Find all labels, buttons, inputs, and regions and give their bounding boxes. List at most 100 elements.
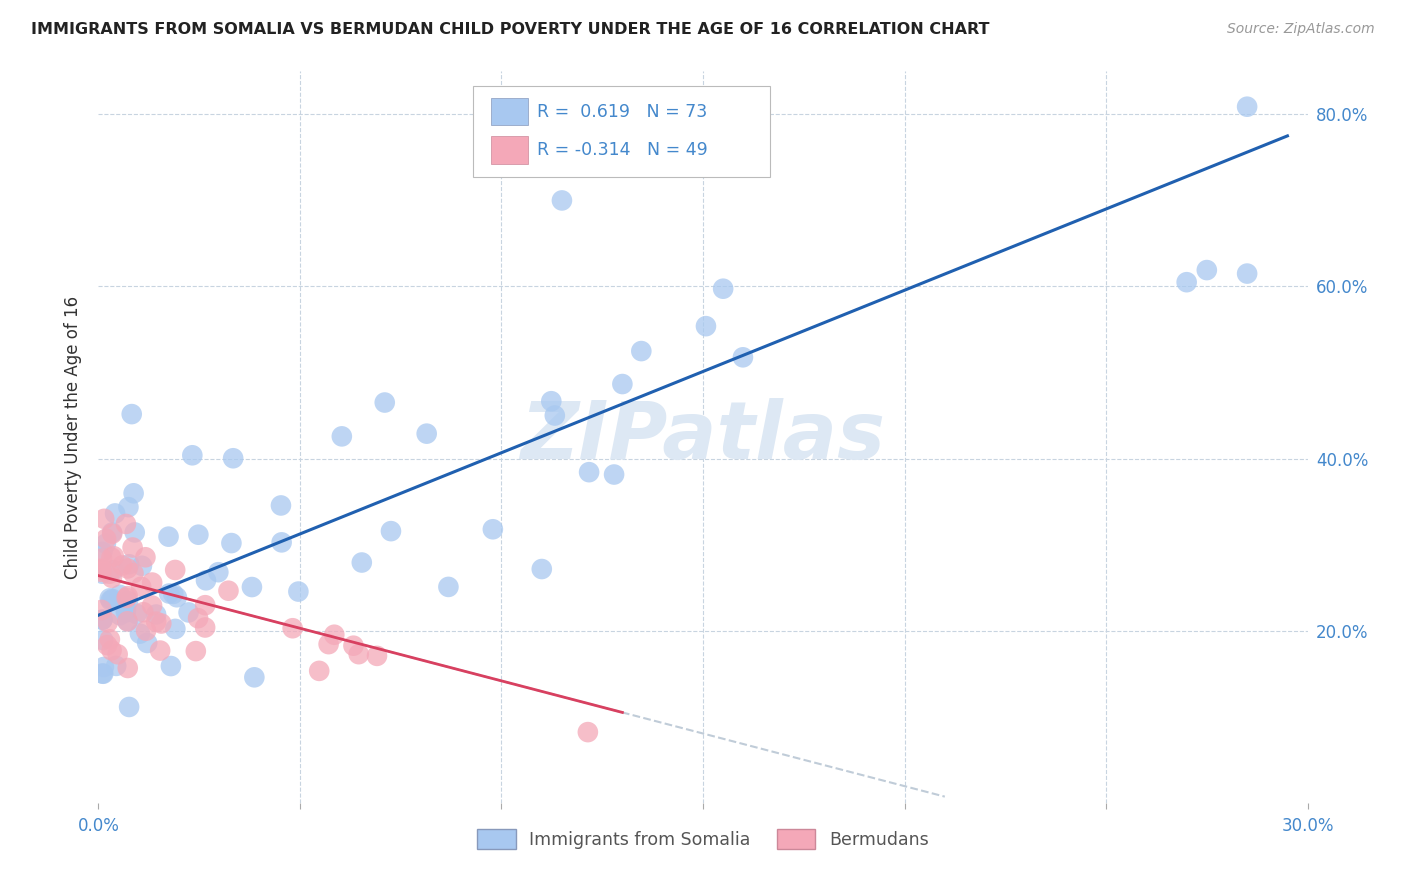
Point bbox=[194, 598, 217, 612]
Point bbox=[157, 586, 180, 600]
Point bbox=[105, 659, 128, 673]
Point bbox=[103, 549, 125, 564]
Point bbox=[1236, 100, 1258, 114]
Point bbox=[115, 603, 138, 617]
Point bbox=[187, 611, 209, 625]
Point bbox=[91, 613, 114, 627]
Point bbox=[695, 319, 717, 334]
Point bbox=[108, 608, 131, 623]
Point bbox=[132, 605, 155, 619]
Point bbox=[380, 524, 402, 538]
Point bbox=[150, 616, 173, 631]
Point bbox=[134, 550, 156, 565]
Text: R =  0.619   N = 73: R = 0.619 N = 73 bbox=[537, 103, 707, 120]
Point bbox=[544, 409, 567, 423]
Point bbox=[111, 558, 134, 573]
Point bbox=[551, 194, 574, 208]
Point bbox=[91, 633, 114, 648]
Point bbox=[603, 467, 626, 482]
Point bbox=[117, 561, 139, 575]
Point bbox=[117, 614, 139, 628]
Point bbox=[136, 636, 159, 650]
Point bbox=[318, 637, 340, 651]
Point bbox=[117, 500, 139, 515]
Point bbox=[121, 407, 143, 421]
Point bbox=[90, 603, 112, 617]
Point bbox=[117, 615, 139, 629]
Point bbox=[108, 588, 131, 602]
Point bbox=[157, 530, 180, 544]
Point bbox=[612, 377, 634, 392]
Point bbox=[101, 526, 124, 541]
Point bbox=[122, 566, 145, 581]
Point bbox=[96, 638, 118, 652]
Point bbox=[308, 664, 330, 678]
Point bbox=[98, 632, 121, 647]
Point bbox=[101, 525, 124, 540]
Point bbox=[165, 622, 187, 636]
Point bbox=[374, 395, 396, 409]
Point bbox=[118, 700, 141, 714]
Point bbox=[107, 647, 129, 661]
Point bbox=[94, 536, 117, 550]
Point bbox=[1236, 267, 1258, 281]
Point bbox=[98, 566, 121, 581]
Point bbox=[97, 615, 120, 630]
Point bbox=[104, 507, 127, 521]
Point bbox=[270, 535, 292, 549]
Point bbox=[350, 556, 373, 570]
Point bbox=[287, 584, 309, 599]
Point bbox=[129, 626, 152, 640]
Point bbox=[330, 429, 353, 443]
Point bbox=[131, 558, 153, 573]
Point bbox=[711, 282, 734, 296]
FancyBboxPatch shape bbox=[492, 98, 527, 126]
Point bbox=[91, 566, 114, 581]
Point bbox=[217, 583, 239, 598]
Point bbox=[194, 620, 217, 634]
Point bbox=[122, 486, 145, 500]
Point bbox=[323, 628, 346, 642]
Point bbox=[281, 621, 304, 635]
Point bbox=[165, 563, 187, 577]
Point bbox=[221, 536, 243, 550]
Point bbox=[207, 565, 229, 579]
Point bbox=[177, 606, 200, 620]
Point bbox=[90, 565, 112, 579]
Text: Source: ZipAtlas.com: Source: ZipAtlas.com bbox=[1227, 22, 1375, 37]
Point bbox=[98, 591, 121, 606]
Point bbox=[482, 522, 505, 536]
Point bbox=[578, 465, 600, 479]
FancyBboxPatch shape bbox=[492, 136, 527, 163]
Point bbox=[162, 587, 184, 601]
Point bbox=[117, 594, 139, 608]
Legend: Immigrants from Somalia, Bermudans: Immigrants from Somalia, Bermudans bbox=[471, 822, 935, 856]
Point bbox=[1175, 275, 1198, 289]
Point bbox=[437, 580, 460, 594]
Point bbox=[240, 580, 263, 594]
Y-axis label: Child Poverty Under the Age of 16: Child Poverty Under the Age of 16 bbox=[65, 295, 83, 579]
Point bbox=[94, 532, 117, 546]
Point bbox=[731, 351, 754, 365]
Point bbox=[117, 589, 139, 603]
Point bbox=[342, 639, 364, 653]
Point bbox=[270, 499, 292, 513]
Point bbox=[91, 666, 114, 681]
Point bbox=[347, 647, 370, 661]
Point bbox=[101, 591, 124, 606]
Point bbox=[160, 659, 183, 673]
Point bbox=[243, 670, 266, 684]
Point bbox=[145, 615, 167, 629]
Point bbox=[117, 661, 139, 675]
Point bbox=[89, 563, 111, 577]
Point bbox=[90, 562, 112, 576]
Point bbox=[91, 613, 114, 627]
Point bbox=[118, 558, 141, 572]
Point bbox=[103, 563, 125, 577]
Point bbox=[115, 591, 138, 605]
Text: ZIPatlas: ZIPatlas bbox=[520, 398, 886, 476]
Point bbox=[100, 643, 122, 657]
Point bbox=[181, 448, 204, 462]
Point bbox=[129, 580, 152, 594]
Point bbox=[166, 591, 188, 605]
